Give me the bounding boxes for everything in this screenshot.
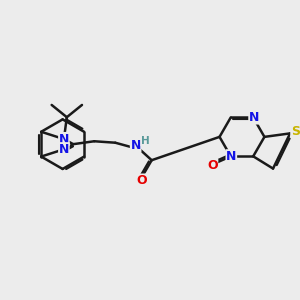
Text: N: N [59, 133, 69, 146]
Text: H: H [141, 136, 150, 146]
Text: N: N [249, 111, 259, 124]
Text: N: N [130, 139, 141, 152]
Text: O: O [136, 174, 147, 187]
Text: N: N [59, 143, 69, 156]
Text: N: N [226, 150, 236, 163]
Text: S: S [291, 124, 300, 137]
Text: O: O [207, 159, 218, 172]
